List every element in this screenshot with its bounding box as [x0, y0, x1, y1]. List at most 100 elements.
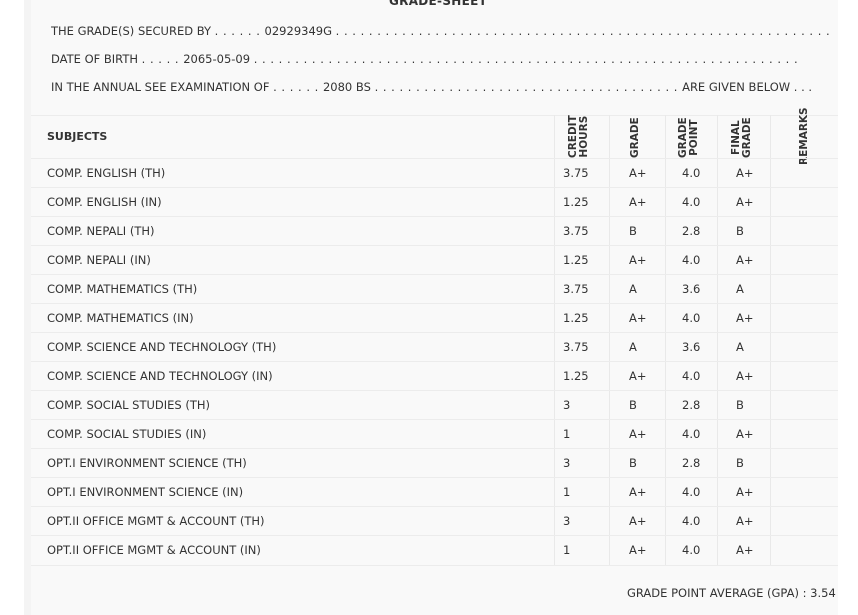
grade-cell: A+ [629, 253, 647, 267]
table-row: COMP. NEPALI (TH) 3.75 B 2.8 B [31, 216, 838, 245]
table-row: OPT.I ENVIRONMENT SCIENCE (TH) 3 B 2.8 B [31, 448, 838, 477]
table-row: OPT.II OFFICE MGMT & ACCOUNT (TH) 3 A+ 4.0 A… [31, 506, 838, 535]
grade-cell: A+ [629, 195, 647, 209]
subject-cell: COMP. NEPALI (IN) [47, 253, 151, 267]
exam-label: IN THE ANNUAL SEE EXAMINATION OF [51, 80, 270, 94]
final-grade-cell: A+ [736, 543, 754, 557]
subject-cell: COMP. NEPALI (TH) [47, 224, 155, 238]
subjects-header: SUBJECTS [47, 130, 108, 143]
final-grade-cell: A [736, 340, 744, 354]
grade-point-cell: 4.0 [682, 543, 701, 557]
secured-by-label: THE GRADE(S) SECURED BY [51, 24, 212, 38]
grade-point-cell: 4.0 [682, 369, 701, 383]
final-grade-cell: B [736, 224, 744, 238]
exam-year: 2080 BS [322, 80, 371, 94]
dob-label: DATE OF BIRTH [51, 52, 139, 66]
credit-hours-cell: 3 [563, 456, 571, 470]
grade-point-cell: 4.0 [682, 253, 701, 267]
subject-cell: COMP. SOCIAL STUDIES (TH) [47, 398, 211, 412]
subject-cell: COMP. SCIENCE AND TECHNOLOGY (TH) [47, 340, 277, 354]
table-row: COMP. MATHEMATICS (TH) 3.75 A 3.6 A [31, 274, 838, 303]
gpa-summary: GRADE POINT AVERAGE (GPA) : 3.54 [627, 586, 836, 600]
exam-suffix: ARE GIVEN BELOW . . . [682, 80, 813, 94]
credit-hours-cell: 3.75 [563, 224, 589, 238]
subject-cell: COMP. MATHEMATICS (IN) [47, 311, 194, 325]
subject-cell: COMP. ENGLISH (TH) [47, 166, 166, 180]
final-grade-cell: A+ [736, 369, 754, 383]
secured-by-line: THE GRADE(S) SECURED BY . . . . . . 0292… [51, 24, 831, 38]
subject-cell: OPT.I ENVIRONMENT SCIENCE (TH) [47, 456, 247, 470]
grade-cell: A+ [629, 485, 647, 499]
credit-hours-cell: 1 [563, 543, 571, 557]
dob-value: 2065-05-09 [183, 52, 251, 66]
table-row: COMP. ENGLISH (IN) 1.25 A+ 4.0 A+ [31, 187, 838, 216]
credit-hours-cell: 3.75 [563, 340, 589, 354]
grade-cell: A+ [629, 166, 647, 180]
table-row: COMP. NEPALI (IN) 1.25 A+ 4.0 A+ [31, 245, 838, 274]
table-row: COMP. SOCIAL STUDIES (TH) 3 B 2.8 B [31, 390, 838, 419]
final-grade-cell: A+ [736, 195, 754, 209]
grade-point-cell: 2.8 [682, 398, 701, 412]
grade-header: GRADE [629, 117, 641, 158]
credit-hours-cell: 1.25 [563, 311, 589, 325]
grade-point-cell: 4.0 [682, 427, 701, 441]
dob-line: DATE OF BIRTH . . . . . 2065-05-09 . . .… [51, 52, 799, 66]
grade-cell: B [629, 456, 637, 470]
grade-cell: B [629, 398, 637, 412]
subject-cell: COMP. ENGLISH (IN) [47, 195, 162, 209]
grade-cell: A+ [629, 311, 647, 325]
final-grade-cell: B [736, 456, 744, 470]
credit-hours-cell: 3 [563, 398, 571, 412]
grade-cell: A+ [629, 514, 647, 528]
table-row: COMP. SOCIAL STUDIES (IN) 1 A+ 4.0 A+ [31, 419, 838, 448]
final-grade-header: FINAL GRADE [730, 117, 753, 158]
final-grade-cell: A+ [736, 253, 754, 267]
grade-cell: A+ [629, 427, 647, 441]
grade-point-cell: 3.6 [682, 340, 701, 354]
credit-hours-cell: 3.75 [563, 166, 589, 180]
subject-cell: COMP. MATHEMATICS (TH) [47, 282, 198, 296]
table-row: COMP. SCIENCE AND TECHNOLOGY (TH) 3.75 A 3.… [31, 332, 838, 361]
grade-point-cell: 4.0 [682, 514, 701, 528]
remarks-header: REMARKS [798, 107, 810, 165]
subject-cell: COMP. SOCIAL STUDIES (IN) [47, 427, 207, 441]
credit-hours-cell: 3.75 [563, 282, 589, 296]
credit-hours-cell: 1 [563, 427, 571, 441]
grade-cell: A [629, 282, 637, 296]
final-grade-cell: A+ [736, 427, 754, 441]
grade-point-cell: 2.8 [682, 456, 701, 470]
subject-cell: OPT.I ENVIRONMENT SCIENCE (IN) [47, 485, 244, 499]
final-grade-cell: A+ [736, 514, 754, 528]
final-grade-cell: A [736, 282, 744, 296]
table-row: OPT.I ENVIRONMENT SCIENCE (IN) 1 A+ 4.0 A+ [31, 477, 838, 506]
credit-hours-cell: 1.25 [563, 369, 589, 383]
grade-sheet-inner [31, 0, 838, 615]
table-row: COMP. ENGLISH (TH) 3.75 A+ 4.0 A+ [31, 158, 838, 187]
grade-point-header: GRADE POINT [677, 117, 700, 158]
credit-hours-cell: 1.25 [563, 195, 589, 209]
exam-line: IN THE ANNUAL SEE EXAMINATION OF . . . .… [51, 80, 813, 94]
credit-hours-cell: 3 [563, 514, 571, 528]
credit-hours-cell: 1 [563, 485, 571, 499]
grade-point-cell: 3.6 [682, 282, 701, 296]
grade-point-cell: 4.0 [682, 311, 701, 325]
credit-hours-cell: 1.25 [563, 253, 589, 267]
symbol-number: 02929349G [264, 24, 332, 38]
sheet-title: GRADE-SHEET [389, 0, 488, 8]
final-grade-cell: A+ [736, 311, 754, 325]
final-grade-cell: A+ [736, 166, 754, 180]
table-row: COMP. MATHEMATICS (IN) 1.25 A+ 4.0 A+ [31, 303, 838, 332]
grade-cell: A+ [629, 369, 647, 383]
table-row: OPT.II OFFICE MGMT & ACCOUNT (IN) 1 A+ 4.0 A… [31, 535, 838, 564]
grade-point-cell: 4.0 [682, 485, 701, 499]
final-grade-cell: B [736, 398, 744, 412]
credit-hours-header: CREDIT HOURS [567, 115, 590, 158]
subject-cell: OPT.II OFFICE MGMT & ACCOUNT (TH) [47, 514, 265, 528]
grade-cell: A [629, 340, 637, 354]
final-grade-cell: A+ [736, 485, 754, 499]
subject-cell: OPT.II OFFICE MGMT & ACCOUNT (IN) [47, 543, 261, 557]
grade-point-cell: 4.0 [682, 166, 701, 180]
table-row: COMP. SCIENCE AND TECHNOLOGY (IN) 1.25 A+ 4… [31, 361, 838, 390]
subject-cell: COMP. SCIENCE AND TECHNOLOGY (IN) [47, 369, 273, 383]
grade-cell: A+ [629, 543, 647, 557]
